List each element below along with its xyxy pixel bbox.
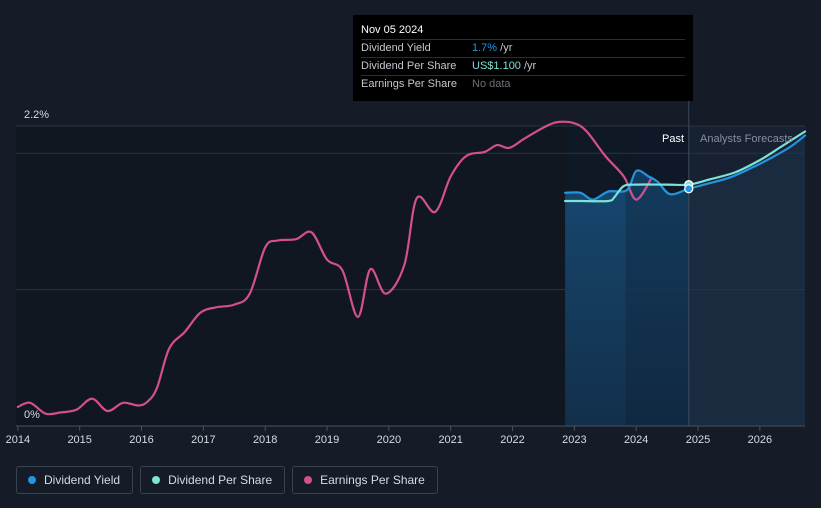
y-label-bottom: 0% bbox=[24, 409, 40, 421]
dividend-yield-area bbox=[565, 171, 689, 426]
dividend-yield-line bbox=[564, 134, 807, 201]
dividend-yield-dot-icon bbox=[28, 476, 36, 484]
past-band-dark bbox=[625, 126, 689, 426]
x-tick-label: 2023 bbox=[562, 434, 586, 446]
legend-dividend-per-share[interactable]: Dividend Per Share bbox=[140, 466, 286, 494]
x-tick-label: 2024 bbox=[624, 434, 648, 446]
x-tick-label: 2021 bbox=[438, 434, 462, 446]
tooltip-label: Dividend Yield bbox=[361, 42, 431, 54]
past-region-label: Past bbox=[662, 133, 684, 145]
past-band-shade bbox=[565, 126, 626, 426]
x-tick-label: 2022 bbox=[500, 434, 524, 446]
x-tick-label: 2016 bbox=[129, 434, 153, 446]
tooltip-value: US$1.100 /yr bbox=[472, 60, 537, 72]
legend-label: Dividend Per Share bbox=[168, 473, 273, 487]
x-tick-label: 2015 bbox=[67, 434, 91, 446]
tooltip-label: Dividend Per Share bbox=[361, 60, 457, 72]
x-tick-label: 2020 bbox=[377, 434, 401, 446]
legend-earnings-per-share[interactable]: Earnings Per Share bbox=[292, 466, 438, 494]
x-tick-label: 2018 bbox=[253, 434, 277, 446]
tooltip-row-earnings-per-share: Earnings Per Share No data bbox=[361, 75, 685, 93]
tooltip-value: No data bbox=[472, 78, 511, 90]
tooltip-date: Nov 05 2024 bbox=[361, 24, 424, 36]
dividend-per-share-dot-icon bbox=[152, 476, 161, 484]
dividend-yield-forecast-area bbox=[688, 135, 805, 426]
earnings-per-share-line bbox=[16, 120, 653, 416]
x-tick-label: 2026 bbox=[748, 434, 772, 446]
tooltip-row-dividend-yield: Dividend Yield 1.7% /yr bbox=[361, 39, 685, 57]
x-tick-label: 2017 bbox=[191, 434, 215, 446]
legend-dividend-yield[interactable]: Dividend Yield bbox=[16, 466, 134, 494]
legend-label: Earnings Per Share bbox=[320, 473, 425, 487]
x-tick-label: 2025 bbox=[686, 434, 710, 446]
legend: Dividend Yield Dividend Per Share Earnin… bbox=[16, 466, 438, 494]
legend-label: Dividend Yield bbox=[44, 473, 121, 487]
dividend-per-share-line bbox=[564, 130, 807, 203]
x-tick-label: 2014 bbox=[6, 434, 30, 446]
tooltip: Nov 05 2024 Dividend Yield 1.7% /yr Divi… bbox=[353, 15, 693, 101]
tooltip-value: 1.7% /yr bbox=[472, 42, 513, 54]
forecast-region-label: Analysts Forecasts bbox=[700, 133, 793, 145]
earnings-per-share-dot-icon bbox=[304, 476, 313, 484]
x-tick-label: 2019 bbox=[315, 434, 339, 446]
dividend-yield-marker bbox=[684, 184, 694, 194]
tooltip-row-dividend-per-share: Dividend Per Share US$1.100 /yr bbox=[361, 57, 685, 75]
y-label-top: 2.2% bbox=[24, 109, 49, 121]
tooltip-label: Earnings Per Share bbox=[361, 78, 457, 90]
